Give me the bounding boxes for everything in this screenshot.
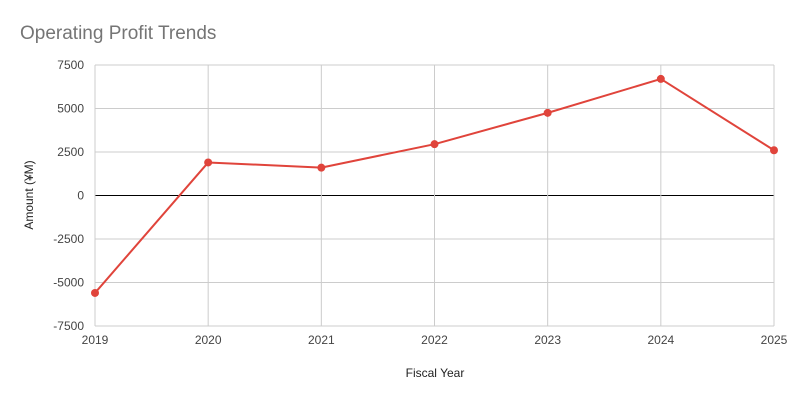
- y-tick-label: 2500: [57, 145, 84, 159]
- x-tick-label: 2022: [421, 333, 448, 347]
- data-point: [91, 288, 99, 297]
- data-point: [430, 140, 439, 149]
- y-tick-label: -7500: [53, 319, 84, 333]
- y-tick-label: -5000: [53, 276, 84, 290]
- data-point: [204, 158, 213, 167]
- x-tick-label: 2025: [761, 333, 788, 347]
- x-tick-label: 2021: [308, 333, 335, 347]
- x-tick-label: 2020: [195, 333, 222, 347]
- x-axis-label: Fiscal Year: [406, 366, 465, 380]
- x-tick-label: 2024: [647, 333, 674, 347]
- data-point: [543, 108, 552, 117]
- y-tick-label: 7500: [57, 58, 84, 72]
- data-point: [770, 146, 778, 155]
- y-tick-label: -2500: [53, 232, 84, 246]
- chart-title: Operating Profit Trends: [20, 23, 216, 44]
- data-point: [317, 163, 326, 172]
- grid-layer: [94, 64, 775, 327]
- x-tick-label: 2019: [82, 333, 109, 347]
- data-point: [656, 74, 665, 83]
- y-tick-label: 5000: [57, 102, 84, 116]
- series-layer: [91, 74, 778, 297]
- y-tick-label: 0: [77, 189, 84, 203]
- y-axis-label: Amount (¥M): [22, 160, 36, 229]
- x-tick-label: 2023: [534, 333, 561, 347]
